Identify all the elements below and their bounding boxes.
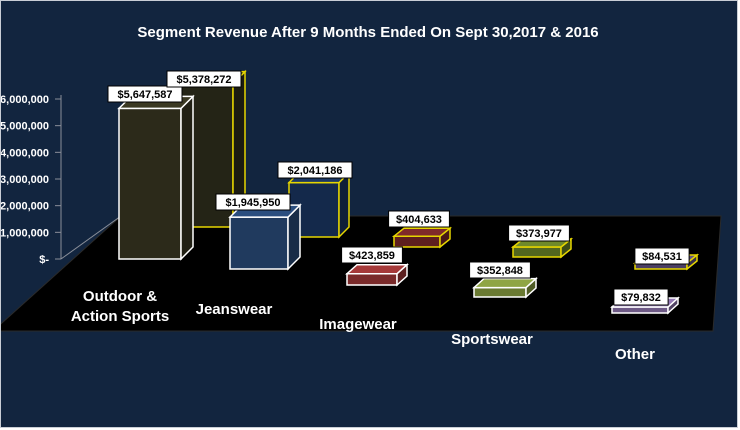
data-label-text: $79,832	[621, 292, 661, 304]
bar-front-face	[118, 107, 182, 260]
bar-front-face	[512, 246, 562, 258]
data-label-front-3: $352,848	[469, 261, 531, 279]
bar-front-face	[473, 286, 527, 298]
data-label-text: $423,859	[349, 250, 395, 262]
data-label-front-2: $423,859	[341, 246, 403, 264]
bar-front-face	[346, 272, 398, 286]
data-label-front-0: $5,647,587	[107, 85, 183, 103]
bar-front-2	[345, 263, 409, 287]
category-label: Imagewear	[319, 316, 397, 333]
bar-top-face	[345, 263, 409, 275]
category-label: Other	[615, 346, 655, 363]
data-label-text: $1,945,950	[225, 197, 280, 209]
data-label-front-4: $79,832	[613, 288, 669, 306]
bar-front-face	[229, 216, 289, 270]
y-tick-label: $-	[39, 254, 49, 266]
data-label-box	[277, 161, 353, 179]
category-label-line: Jeanswear	[196, 301, 273, 318]
category-label-line: Sportswear	[451, 331, 533, 348]
y-tick-label: $2,000,000	[1, 201, 49, 213]
chart-title: Segment Revenue After 9 Months Ended On …	[137, 24, 598, 41]
bar-front-3	[472, 276, 538, 299]
y-tick-label: $5,000,000	[1, 121, 49, 133]
category-label-line: Imagewear	[319, 316, 397, 333]
bar-back-2	[391, 226, 453, 249]
data-label-box	[634, 247, 690, 265]
y-tick-label: $6,000,000	[1, 94, 49, 106]
bar-top-face	[472, 277, 538, 289]
data-label-back-1: $2,041,186	[277, 161, 353, 179]
data-label-box	[613, 288, 669, 306]
data-label-box	[469, 261, 531, 279]
data-label-back-4: $84,531	[634, 247, 690, 265]
bar-front-face	[611, 306, 669, 314]
category-label: Outdoor & Action Sports	[71, 288, 169, 325]
y-axis: $- $1,000,000 $2,000,000 $3,000,000 $4,000,0…	[1, 94, 62, 266]
data-label-text: $5,378,272	[176, 74, 231, 86]
data-label-text: $373,977	[516, 228, 562, 240]
data-label-text: $2,041,186	[287, 165, 342, 177]
data-labels: $5,647,587 $1,945,950 $423,859 $352,848 $79,…	[107, 70, 690, 306]
bar-top-face	[391, 227, 453, 237]
category-label-line: Outdoor &	[83, 288, 157, 305]
data-label-box	[341, 246, 403, 264]
data-label-box	[166, 70, 242, 88]
bar-front-0	[117, 94, 195, 261]
y-tick-label: $4,000,000	[1, 147, 49, 159]
category-label-line: Other	[615, 346, 655, 363]
data-label-back-3: $373,977	[508, 224, 570, 242]
data-label-text: $5,647,587	[117, 89, 172, 101]
category-label: Sportswear	[451, 331, 533, 348]
data-label-box	[388, 210, 450, 228]
category-label-line: Action Sports	[71, 308, 169, 325]
bar-side-face	[180, 94, 194, 261]
data-label-text: $84,531	[642, 251, 682, 263]
data-label-text: $352,848	[477, 265, 523, 277]
bar-side-face	[338, 170, 350, 239]
y-tick-label: $3,000,000	[1, 174, 49, 186]
data-label-box	[508, 224, 570, 242]
floor-left-edge	[60, 215, 122, 260]
bar-front-face	[393, 235, 441, 248]
data-label-front-1: $1,945,950	[215, 193, 291, 211]
data-label-back-2: $404,633	[388, 210, 450, 228]
category-labels: Outdoor & Action Sports Jeanswear Imagewear…	[71, 288, 655, 363]
data-label-box	[107, 85, 183, 103]
data-label-box	[215, 193, 291, 211]
bar-front-1	[228, 203, 302, 271]
bar-back-3	[510, 237, 574, 259]
data-label-text: $404,633	[396, 214, 442, 226]
category-label: Jeanswear	[196, 301, 273, 318]
y-tick-label: $1,000,000	[1, 227, 49, 239]
data-label-back-0: $5,378,272	[166, 70, 242, 88]
